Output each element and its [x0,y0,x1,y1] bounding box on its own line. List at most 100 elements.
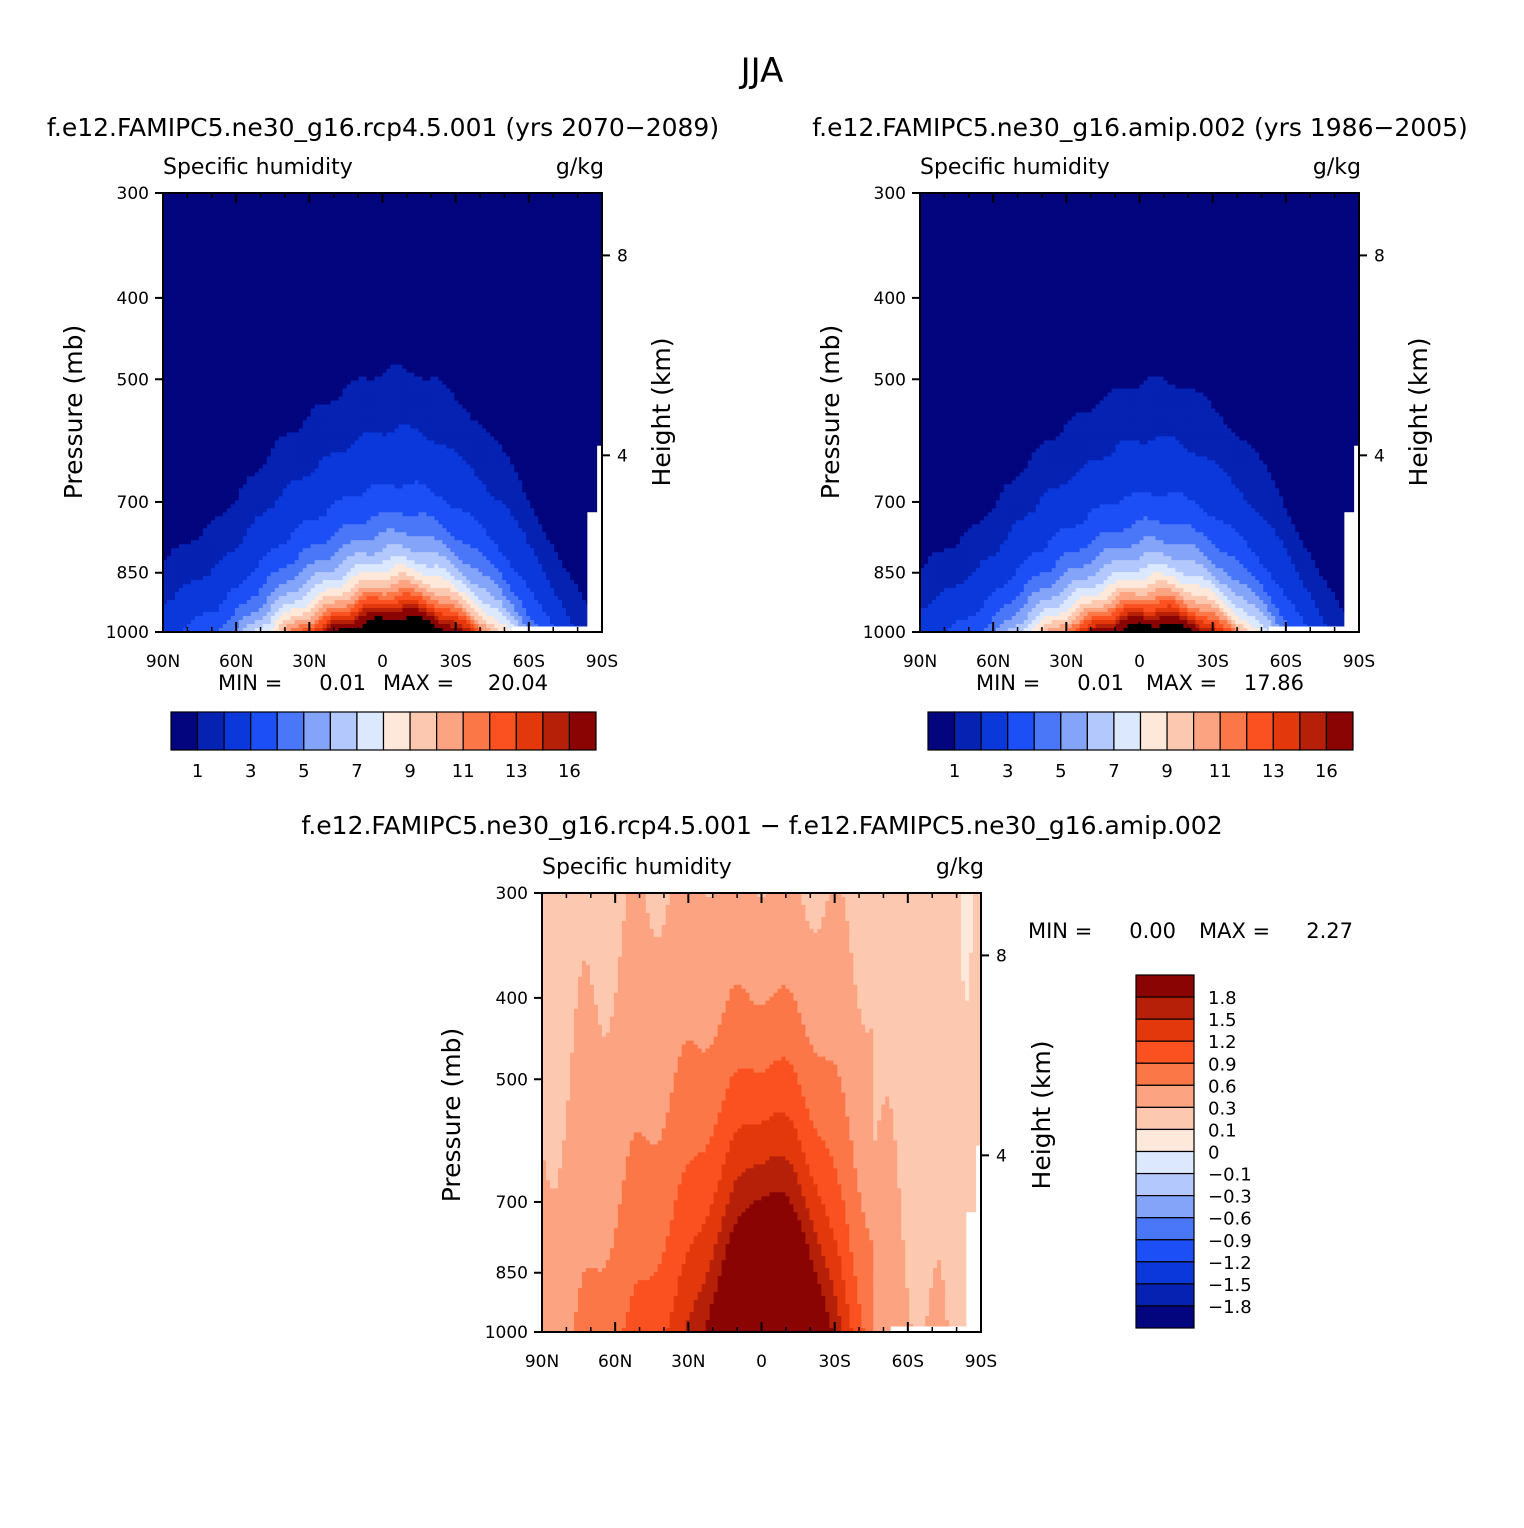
contour-cell [470,196,475,202]
contour-cell [326,240,332,246]
contour-cell [182,300,188,306]
contour-cell [330,368,336,374]
contour-cell [578,292,583,298]
contour-cell [446,196,451,202]
contour-cell [530,348,535,354]
contour-cell [458,344,463,350]
contour-cell [206,204,212,210]
contour-cell [522,292,527,298]
contour-cell [326,344,332,350]
contour-cell [466,368,471,374]
contour-cell [498,272,503,278]
contour-cell [550,348,555,354]
contour-cell [542,312,547,318]
contour-cell [578,352,583,358]
contour-cell [250,292,256,298]
contour-cell [310,288,316,294]
contour-cell [346,252,352,258]
contour-cell [542,196,547,202]
contour-cell [594,360,599,366]
contour-cell [458,292,463,298]
contour-cell [194,248,200,254]
contour-cell [490,244,495,250]
contour-cell [246,193,252,198]
contour-cell [402,244,408,250]
contour-cell [258,252,264,258]
contour-cell [510,344,515,350]
contour-cell [438,328,443,334]
contour-cell [394,256,400,262]
contour-cell [326,208,332,214]
contour-cell [238,372,244,378]
contour-cell [314,220,320,226]
contour-cell [206,288,212,294]
contour-cell [510,204,515,210]
contour-cell [446,304,451,310]
contour-cell [462,324,467,330]
contour-cell [394,300,400,306]
contour-cell [274,193,280,198]
contour-cell [346,276,352,282]
contour-cell [394,216,400,222]
contour-cell [574,364,579,370]
contour-cell [486,224,491,230]
contour-cell [222,280,228,286]
contour-cell [342,296,348,302]
contour-cell [550,276,555,282]
contour-cell [438,316,443,322]
contour-cell [342,196,348,202]
contour-cell [163,272,168,278]
contour-cell [486,212,491,218]
contour-cell [318,264,324,270]
contour-cell [270,260,276,266]
contour-cell [494,252,499,258]
contour-cell [290,288,296,294]
contour-cell [262,276,268,282]
contour-cell [390,332,396,338]
contour-cell [570,244,575,250]
contour-cell [538,212,543,218]
contour-cell [446,236,451,242]
contour-cell [218,276,224,282]
contour-cell [402,356,408,362]
contour-cell [186,224,192,230]
contour-cell [254,200,260,206]
contour-cell [378,232,384,238]
contour-cell [586,252,591,258]
contour-cell [378,236,384,242]
contour-cell [338,332,344,338]
contour-cell [166,193,172,198]
contour-cell [314,332,320,338]
contour-cell [522,232,527,238]
contour-cell [282,268,288,274]
contour-cell [474,204,479,210]
contour-cell [514,248,519,254]
contour-cell [174,260,180,266]
contour-cell [326,300,332,306]
contour-cell [330,248,336,254]
contour-cell [366,292,372,298]
contour-cell [494,348,499,354]
contour-cell [562,356,567,362]
contour-cell [554,308,559,314]
contour-cell [482,208,487,214]
contour-cell [310,193,316,198]
contour-cell [254,340,260,346]
contour-cell [466,193,471,198]
contour-cell [214,248,220,254]
contour-cell [202,193,208,198]
contour-cell [174,312,180,318]
contour-cell [190,372,196,378]
contour-cell [386,332,392,338]
contour-cell [274,372,280,378]
contour-cell [270,320,276,326]
contour-cell [334,232,340,238]
contour-cell [534,356,539,362]
contour-cell [350,193,356,198]
contour-cell [586,336,591,342]
contour-cell [174,320,180,326]
contour-cell [534,196,539,202]
contour-cell [546,304,551,310]
contour-cell [470,248,475,254]
contour-cell [298,328,304,334]
